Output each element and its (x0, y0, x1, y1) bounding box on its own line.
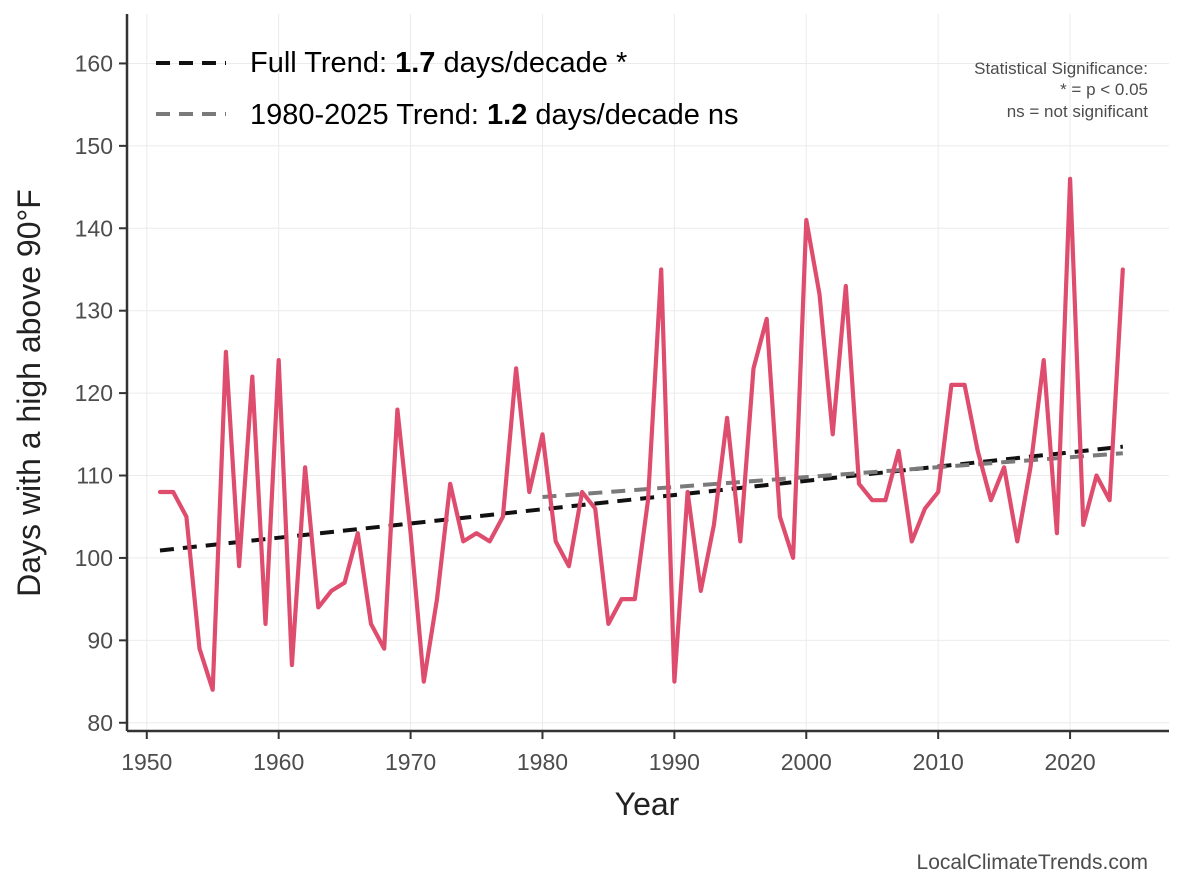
x-tick-label: 2000 (781, 749, 832, 775)
legend: Full Trend: 1.7 days/decade * 1980-2025 … (156, 47, 739, 131)
y-tick-label: 130 (75, 298, 113, 324)
legend-full-prefix: Full Trend: (250, 47, 395, 79)
x-tick-label: 1970 (385, 749, 436, 775)
x-tick-label: 1960 (253, 749, 304, 775)
y-tick-label: 110 (76, 463, 113, 489)
significance-note: Statistical Significance: * = p < 0.05 n… (974, 59, 1148, 121)
legend-recent-suffix: days/decade ns (527, 99, 738, 131)
x-tick-label: 1950 (121, 749, 172, 775)
y-tick-label: 100 (75, 545, 113, 571)
y-tick-label: 140 (75, 215, 113, 241)
significance-note-line-1: Statistical Significance: (974, 59, 1148, 78)
credit-text: LocalClimateTrends.com (917, 851, 1148, 874)
axes (119, 14, 1169, 739)
legend-label-recent-trend: 1980-2025 Trend: 1.2 days/decade ns (250, 99, 739, 131)
legend-full-suffix: days/decade * (435, 47, 627, 79)
x-tick-label: 2020 (1044, 749, 1095, 775)
tick-labels: 80 90 100 110 120 130 140 150 160 1950 1960 1970 198… (75, 50, 1096, 775)
legend-label-full-trend: Full Trend: 1.7 days/decade * (250, 47, 627, 79)
y-tick-label: 160 (75, 50, 113, 76)
x-tick-label: 1980 (517, 749, 568, 775)
x-axis-title: Year (615, 786, 680, 822)
y-tick-label: 80 (87, 710, 113, 736)
significance-note-line-2: * = p < 0.05 (1060, 80, 1148, 99)
grid (127, 14, 1169, 731)
data-series (157, 176, 1125, 692)
y-axis-title: Days with a high above 90°F (11, 189, 47, 597)
legend-full-value: 1.7 (395, 47, 435, 79)
recent-trend-line (542, 451, 1123, 499)
y-tick-label: 150 (75, 133, 113, 159)
series-line-0 (157, 176, 1125, 692)
x-tick-label: 2010 (913, 749, 964, 775)
legend-recent-prefix: 1980-2025 Trend: (250, 99, 487, 131)
y-tick-label: 120 (75, 380, 113, 406)
x-tick-label: 1990 (649, 749, 700, 775)
legend-recent-value: 1.2 (487, 99, 527, 131)
significance-note-line-3: ns = not significant (1007, 102, 1149, 121)
y-tick-label: 90 (87, 627, 113, 653)
trend-lines (159, 444, 1124, 553)
